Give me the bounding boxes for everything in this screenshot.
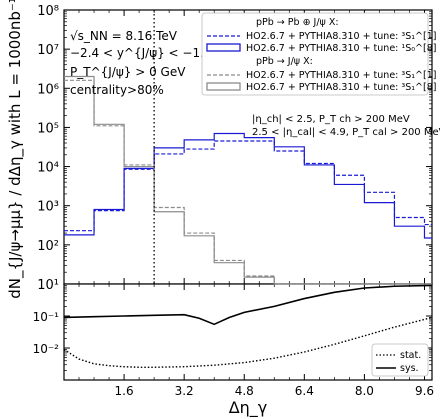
x-tick-label: 4.8 (235, 384, 254, 398)
main-y-tick-label: 10⁶ (37, 82, 59, 97)
legend-swatch-1 (206, 43, 241, 52)
legend-header-2: pPb → J/ψ X: (256, 56, 313, 67)
annotation-eta-ch: |η_ch| < 2.5, P_T ch > 200 MeV (252, 114, 410, 125)
ratio-line-sys (63, 284, 433, 326)
main-legend-box (201, 12, 429, 96)
series-line-1 (64, 132, 432, 239)
legend-label-1: HO2.6.7 + PYTHIA8.310 + tune: ¹S₀^[8] (246, 43, 436, 54)
ratio-series-group (63, 284, 433, 368)
annotation-rapidity: −2.4 < y^{J/ψ} < −1.6 (70, 46, 212, 60)
main-y-tick-label: 10¹ (37, 278, 59, 293)
main-y-tick-label: 10³ (37, 200, 59, 215)
main-y-tick-label: 10⁸ (37, 4, 59, 19)
ratio-plot-frame (63, 283, 433, 381)
annotation-eta-cal: 2.5 < |η_cal| < 4.9, P_T cal > 200 MeV (252, 127, 440, 138)
x-tick-label: 6.4 (295, 384, 314, 398)
legend-label-0: HO2.6.7 + PYTHIA8.310 + tune: ³S₁^[1] (246, 31, 436, 42)
annotation-block: √s_NN = 8.16 TeV −2.4 < y^{J/ψ} < −1.6 P… (70, 29, 212, 97)
x-axis-label: Δη_γ (229, 398, 268, 418)
x-tick-label: 1.6 (115, 384, 134, 398)
y-axis-label: dN_{J/ψ→μμ} / dΔη_γ with L = 1000nb⁻¹ (6, 0, 25, 299)
x-tick-label: 9.6 (415, 384, 434, 398)
annotation-centrality: centrality>80% (70, 83, 164, 97)
ratio-y-tick-label: 10⁻¹ (33, 310, 60, 324)
legend-label-2: HO2.6.7 + PYTHIA8.310 + tune: ³S₁^[1] (246, 70, 436, 81)
annotation-collision: √s_NN = 8.16 TeV (70, 29, 178, 43)
main-legend: pPb → Pb ⊕ J/ψ X: HO2.6.7 + PYTHIA8.310 … (201, 12, 436, 96)
ratio-y-ticks: 10⁻¹ 10⁻² (33, 283, 432, 381)
ratio-line-stat (63, 316, 433, 368)
x-tick-label: 3.2 (175, 384, 194, 398)
annotation-pt: P_T^{J/ψ} > 0 GeV (70, 65, 186, 79)
legend-swatch-3 (206, 82, 241, 91)
main-y-tick-label: 10⁷ (37, 43, 59, 58)
series-line-3 (64, 75, 432, 285)
main-y-ticks: 10¹ 10² 10³ 10⁴ 10⁵ 10⁶ 10⁷ 10⁸ (37, 4, 432, 293)
main-y-tick-label: 10² (37, 239, 59, 254)
main-y-tick-label: 10⁵ (37, 121, 59, 136)
legend-label-3: HO2.6.7 + PYTHIA8.310 + tune: ³S₁^[8] (246, 82, 436, 93)
ratio-legend-label-stat: stat. (400, 350, 421, 361)
legend-header-1: pPb → Pb ⊕ J/ψ X: (256, 17, 339, 28)
main-y-tick-label: 10⁴ (37, 161, 59, 176)
main-series-group (64, 75, 432, 285)
ratio-legend: stat. sys. (371, 343, 429, 377)
x-tick-label: 8.0 (355, 384, 374, 398)
ratio-y-tick-label: 10⁻² (33, 342, 60, 356)
ratio-legend-label-sys: sys. (400, 363, 419, 374)
x-ticks: 1.6 3.2 4.8 6.4 8.0 9.6 (63, 10, 434, 398)
